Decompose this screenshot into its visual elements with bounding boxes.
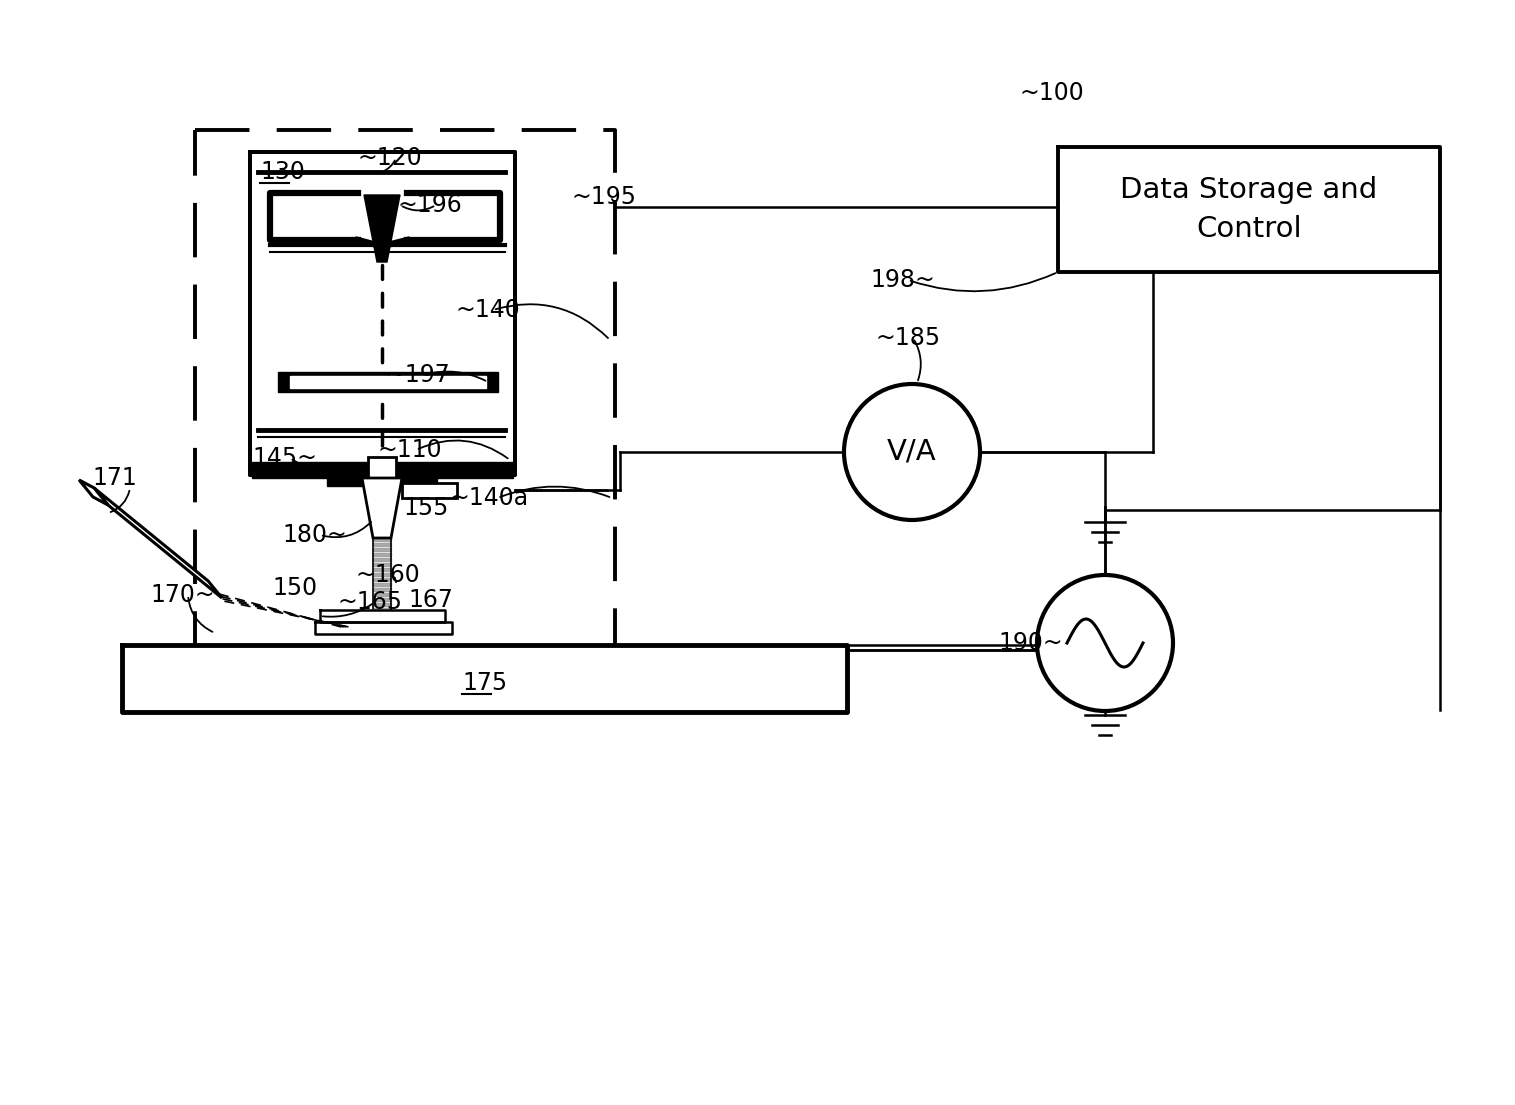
Polygon shape — [315, 622, 451, 634]
Text: 190~: 190~ — [998, 631, 1062, 655]
Text: 171: 171 — [92, 466, 136, 490]
Polygon shape — [373, 543, 391, 546]
Text: 170~: 170~ — [150, 583, 215, 607]
Text: ~140: ~140 — [454, 298, 520, 322]
Polygon shape — [373, 548, 391, 551]
Text: 130: 130 — [261, 160, 305, 185]
Polygon shape — [373, 538, 391, 541]
Polygon shape — [373, 593, 391, 596]
Text: ~110: ~110 — [379, 438, 442, 462]
Polygon shape — [373, 573, 391, 576]
Text: ~120: ~120 — [358, 146, 423, 170]
Text: ~140a: ~140a — [450, 486, 529, 511]
Polygon shape — [327, 473, 362, 486]
Polygon shape — [373, 618, 391, 621]
Polygon shape — [94, 488, 223, 598]
Text: 180~: 180~ — [282, 523, 347, 547]
Text: 145~: 145~ — [251, 446, 317, 470]
Text: ~165: ~165 — [336, 590, 401, 614]
Polygon shape — [373, 603, 391, 606]
Text: 155: 155 — [403, 496, 448, 520]
Polygon shape — [373, 598, 391, 601]
Polygon shape — [401, 483, 458, 498]
Text: ~196: ~196 — [398, 193, 462, 217]
Text: 198~: 198~ — [870, 269, 935, 292]
Polygon shape — [373, 583, 391, 586]
Polygon shape — [342, 201, 358, 232]
Text: ~160: ~160 — [355, 564, 420, 587]
Polygon shape — [373, 564, 391, 566]
Polygon shape — [373, 578, 391, 581]
Text: ~100: ~100 — [1020, 81, 1085, 105]
Polygon shape — [373, 588, 391, 591]
Circle shape — [1036, 575, 1173, 711]
Polygon shape — [373, 552, 391, 556]
Polygon shape — [368, 457, 395, 478]
Polygon shape — [401, 473, 436, 486]
Polygon shape — [373, 558, 391, 561]
Polygon shape — [1057, 147, 1439, 272]
Polygon shape — [373, 613, 391, 615]
Polygon shape — [289, 376, 486, 388]
Polygon shape — [395, 462, 514, 478]
Text: 175: 175 — [462, 671, 508, 695]
Polygon shape — [364, 194, 400, 262]
Polygon shape — [251, 462, 368, 478]
Text: ~195: ~195 — [573, 185, 636, 209]
Polygon shape — [408, 201, 423, 232]
Text: Data Storage and
Control: Data Storage and Control — [1121, 176, 1377, 243]
Text: 150: 150 — [273, 576, 317, 600]
Circle shape — [844, 385, 980, 520]
Polygon shape — [123, 645, 847, 712]
Polygon shape — [362, 478, 401, 538]
Polygon shape — [320, 610, 445, 622]
Polygon shape — [79, 480, 108, 505]
Polygon shape — [250, 152, 515, 475]
Text: 167: 167 — [408, 588, 453, 612]
Text: V/A: V/A — [888, 438, 936, 466]
Polygon shape — [373, 608, 391, 611]
Text: ~197: ~197 — [385, 364, 450, 387]
Text: ~185: ~185 — [876, 326, 941, 350]
Polygon shape — [373, 568, 391, 571]
Polygon shape — [277, 372, 498, 392]
